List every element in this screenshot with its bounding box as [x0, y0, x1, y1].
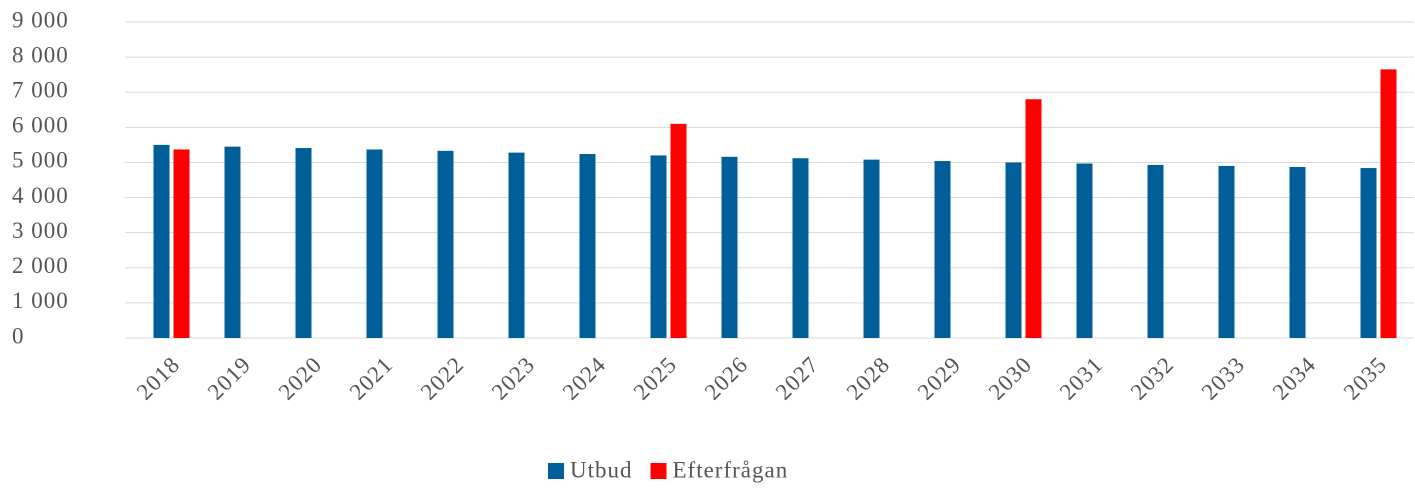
x-tick-label: 2033 — [1197, 352, 1250, 405]
y-tick-label: 6 000 — [12, 113, 69, 138]
bar — [650, 155, 667, 338]
bar — [1289, 167, 1306, 338]
bar — [173, 149, 190, 338]
bar — [1380, 69, 1397, 339]
x-tick-label: 2032 — [1126, 352, 1179, 405]
bar — [508, 152, 525, 338]
x-tick-label: 2024 — [558, 352, 611, 405]
legend-swatch — [650, 463, 667, 479]
x-tick-label: 2025 — [629, 352, 682, 405]
x-tick-label: 2031 — [1055, 352, 1108, 405]
x-tick-label: 2021 — [345, 352, 398, 405]
y-tick-label: 7 000 — [12, 78, 69, 103]
bar — [721, 156, 738, 338]
x-tick-label: 2035 — [1339, 352, 1392, 405]
x-tick-label: 2018 — [132, 352, 185, 405]
x-tick-label: 2023 — [487, 352, 540, 405]
bar — [366, 149, 383, 338]
bar — [1076, 163, 1093, 338]
x-tick-label: 2030 — [984, 352, 1037, 405]
legend-swatch — [548, 463, 564, 479]
x-tick-label: 2026 — [700, 352, 753, 405]
x-tick-label: 2027 — [771, 352, 824, 405]
y-tick-label: 9 000 — [12, 7, 69, 32]
x-tick-label: 2028 — [842, 352, 895, 405]
y-tick-label: 2 000 — [12, 253, 69, 278]
y-tick-label: 0 — [12, 323, 25, 348]
bar — [153, 144, 170, 338]
y-tick-label: 3 000 — [12, 218, 69, 243]
y-tick-label: 5 000 — [12, 148, 69, 173]
x-tick-label: 2034 — [1268, 352, 1321, 405]
y-tick-label: 8 000 — [12, 42, 69, 67]
bar — [437, 150, 454, 338]
bar — [934, 161, 951, 338]
bar — [792, 158, 809, 338]
bar — [579, 154, 596, 338]
x-tick-label: 2019 — [203, 352, 256, 405]
bar — [670, 123, 687, 338]
x-tick-label: 2020 — [274, 352, 327, 405]
bar — [1147, 164, 1164, 338]
x-tick-label: 2029 — [913, 352, 966, 405]
bar — [1005, 162, 1022, 338]
bar — [224, 146, 241, 338]
bar — [1360, 168, 1377, 338]
bar — [863, 159, 880, 338]
legend-label: Efterfrågan — [673, 457, 789, 482]
bar — [1025, 99, 1042, 338]
y-tick-label: 1 000 — [12, 288, 69, 313]
legend-label: Utbud — [570, 457, 633, 482]
bar — [295, 148, 312, 338]
x-tick-label: 2022 — [416, 352, 469, 405]
y-tick-label: 4 000 — [12, 183, 69, 208]
bar — [1218, 165, 1235, 338]
